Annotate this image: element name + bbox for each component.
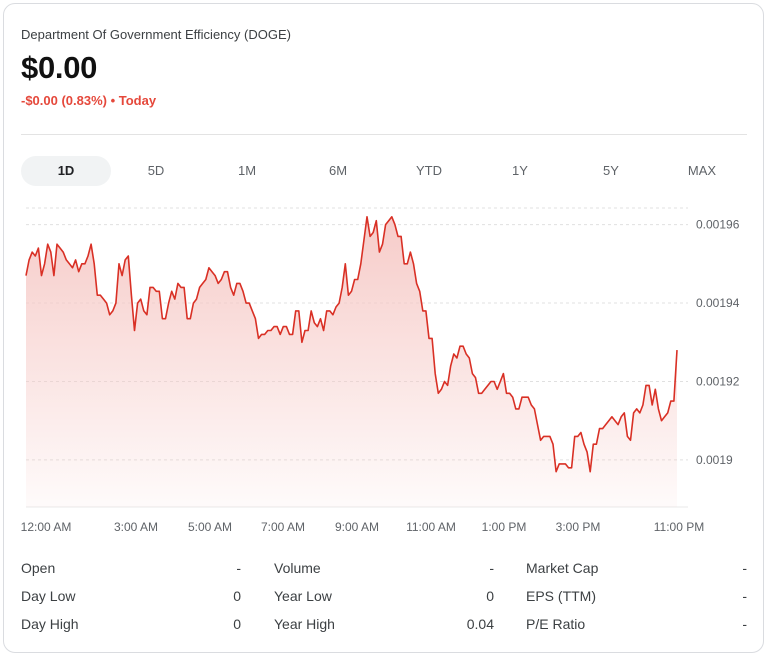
x-tick-label: 3:00 AM [114,520,158,534]
stat-value-eps: - [742,588,747,604]
x-tick-label: 11:00 AM [406,520,456,534]
price-line [25,216,678,473]
stat-label-volume: Volume [274,560,321,576]
x-tick-label: 11:00 PM [654,520,704,534]
stat-row: Day Low 0 Year Low 0 EPS (TTM) - [21,588,748,608]
stat-value-year-low: 0 [486,588,494,604]
tab-1y[interactable]: 1Y [512,163,528,178]
stat-value-market-cap: - [742,560,747,576]
stat-label-open: Open [21,560,56,576]
price-chart[interactable]: 0.00196 0.00194 0.00192 0.0019 12:00 AM 3:00… [0,195,768,545]
y-axis-ticks: 0.00196 0.00194 0.00192 0.0019 [696,218,740,467]
x-tick-label: 1:00 PM [482,520,527,534]
tab-ytd[interactable]: YTD [416,163,442,178]
x-axis-ticks: 12:00 AM 3:00 AM 5:00 AM 7:00 AM 9:00 AM 11:0… [21,520,705,534]
current-price: $0.00 [21,50,98,85]
header-divider [21,134,747,135]
y-tick-label: 0.00194 [696,296,740,310]
y-tick-label: 0.0019 [696,453,733,467]
stat-value-day-high: 0 [233,616,241,632]
stat-value-volume: - [489,560,494,576]
stat-label-eps: EPS (TTM) [526,588,596,604]
range-tabs: 1D 5D 1M 6M YTD 1Y 5Y MAX [21,156,747,186]
x-tick-label: 7:00 AM [261,520,305,534]
y-tick-label: 0.00192 [696,374,740,388]
tab-1d[interactable]: 1D [21,156,111,186]
tab-1m[interactable]: 1M [237,163,257,178]
tab-5d[interactable]: 5D [147,163,165,178]
tab-max[interactable]: MAX [687,163,717,178]
stat-label-year-high: Year High [274,616,335,632]
stat-row: Open - Volume - Market Cap - [21,560,748,580]
stat-row: Day High 0 Year High 0.04 P/E Ratio - [21,616,748,636]
x-tick-label: 5:00 AM [188,520,232,534]
x-tick-label: 9:00 AM [335,520,379,534]
x-tick-label: 3:00 PM [556,520,601,534]
stat-value-year-high: 0.04 [466,616,494,632]
stat-label-pe-ratio: P/E Ratio [526,616,586,632]
stat-value-pe-ratio: - [742,616,747,632]
asset-title: Department Of Government Efficiency (DOG… [21,27,291,42]
stat-value-open: - [236,560,241,576]
stat-label-day-high: Day High [21,616,79,632]
tab-6m[interactable]: 6M [328,163,348,178]
tab-5y[interactable]: 5Y [603,163,619,178]
stat-label-day-low: Day Low [21,588,76,604]
y-tick-label: 0.00196 [696,218,740,232]
price-area [26,216,677,508]
stat-label-market-cap: Market Cap [526,560,599,576]
x-tick-label: 12:00 AM [21,520,72,534]
stat-value-day-low: 0 [233,588,241,604]
stat-label-year-low: Year Low [274,588,332,604]
price-change: -$0.00 (0.83%) • Today [21,93,157,108]
